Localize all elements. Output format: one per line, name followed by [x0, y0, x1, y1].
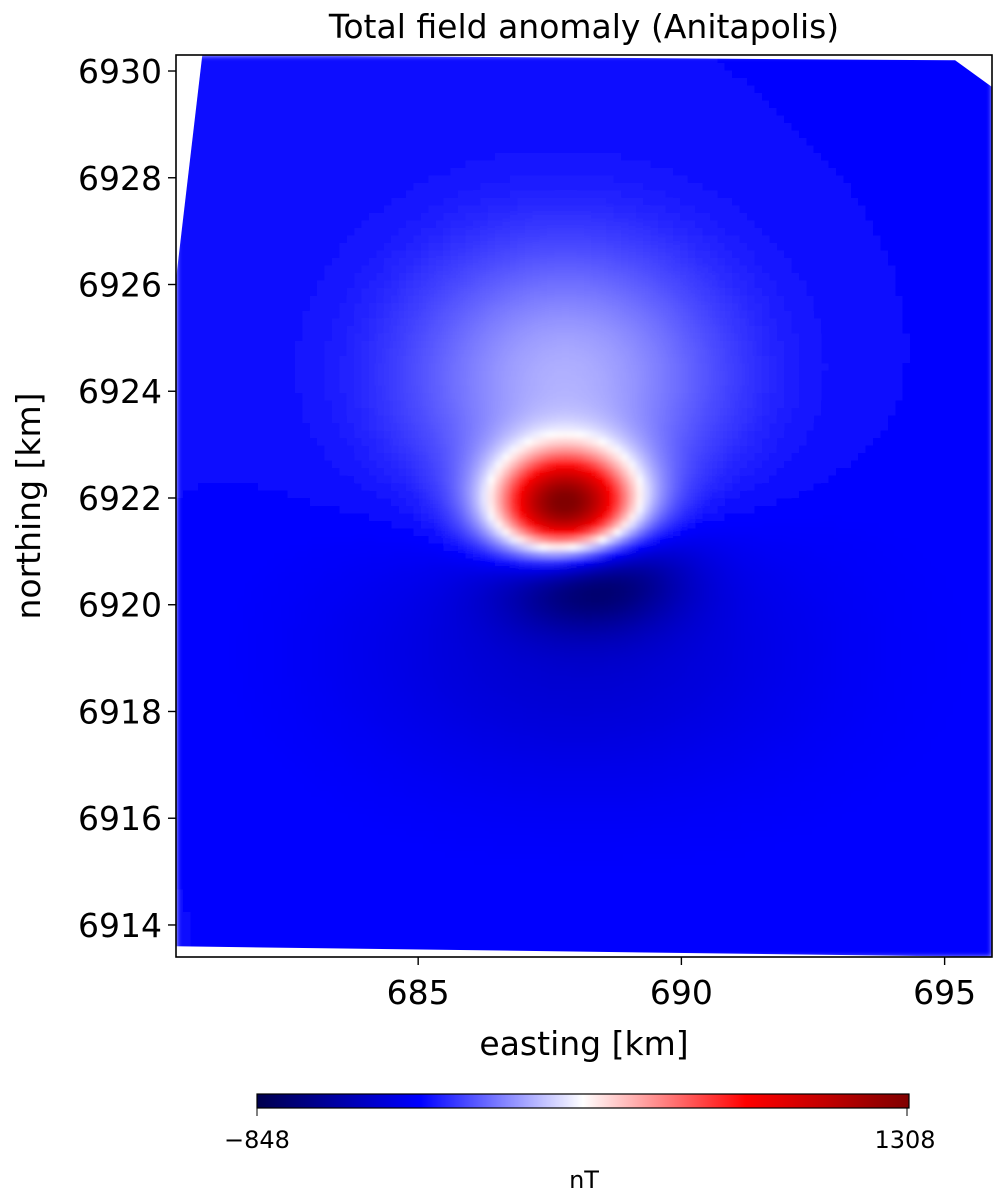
- y-tick-label: 6918: [78, 692, 162, 731]
- colorbar-min-label: −848: [224, 1126, 290, 1154]
- heatmap-area: [176, 55, 993, 958]
- y-tick-label: 6928: [78, 159, 162, 198]
- y-tick-label: 6926: [78, 266, 162, 305]
- y-tick-label: 6916: [78, 799, 162, 838]
- colorbar-label: nT: [569, 1166, 599, 1194]
- y-tick-label: 6920: [78, 586, 162, 625]
- x-axis: 685 690 695: [387, 957, 976, 1012]
- field-image: [176, 55, 993, 958]
- y-tick-label: 6922: [78, 479, 162, 518]
- y-tick-label: 6930: [78, 52, 162, 91]
- colorbar-gradient: [257, 1094, 909, 1108]
- y-tick-label: 6924: [78, 372, 162, 411]
- x-tick-label: 695: [913, 973, 976, 1012]
- y-axis: 6914 6916 6918 6920 6922 6924 6926 6928 6930: [78, 52, 176, 945]
- colorbar-max-label: 1308: [874, 1126, 935, 1154]
- colorbar: −848 1308 nT: [224, 1094, 936, 1194]
- x-tick-label: 685: [387, 973, 450, 1012]
- y-axis-label: northing [km]: [9, 392, 48, 619]
- x-axis-label: easting [km]: [479, 1024, 688, 1063]
- y-tick-label: 6914: [78, 906, 162, 945]
- chart-title: Total field anomaly (Anitapolis): [328, 7, 839, 46]
- x-tick-label: 690: [650, 973, 713, 1012]
